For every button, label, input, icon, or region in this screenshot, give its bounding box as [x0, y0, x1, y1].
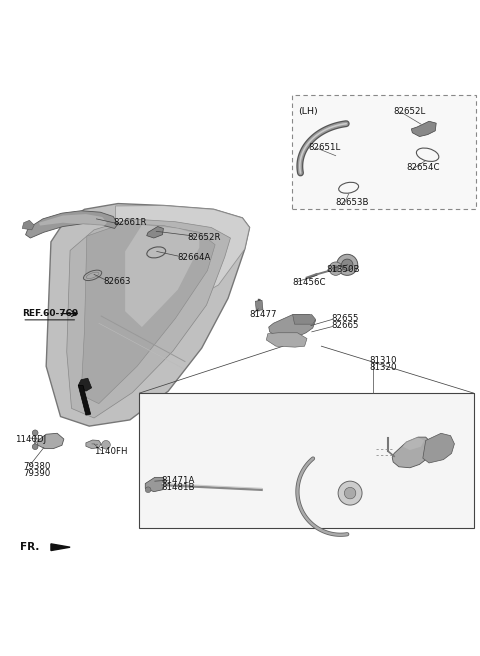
Bar: [292, 95, 476, 209]
Polygon shape: [255, 300, 263, 311]
Circle shape: [32, 444, 38, 449]
Circle shape: [336, 255, 358, 276]
Circle shape: [145, 487, 151, 493]
Polygon shape: [411, 121, 436, 136]
Polygon shape: [293, 315, 316, 324]
Polygon shape: [67, 219, 230, 418]
Text: 79380: 79380: [24, 462, 51, 471]
Circle shape: [102, 440, 110, 449]
Polygon shape: [125, 225, 199, 327]
Polygon shape: [86, 440, 101, 449]
Text: 82651L: 82651L: [308, 142, 340, 152]
Circle shape: [344, 487, 356, 499]
Polygon shape: [392, 437, 432, 468]
Circle shape: [341, 259, 353, 270]
Text: 81471A: 81471A: [161, 476, 194, 485]
Polygon shape: [116, 205, 250, 309]
Text: 81477: 81477: [250, 310, 277, 319]
Text: 82652L: 82652L: [393, 107, 425, 116]
Text: 82652R: 82652R: [187, 233, 221, 241]
Polygon shape: [25, 211, 118, 238]
Text: 81481B: 81481B: [161, 483, 194, 492]
Text: 82655: 82655: [331, 314, 359, 323]
Text: (LH): (LH): [299, 107, 318, 116]
Circle shape: [333, 266, 338, 272]
Polygon shape: [22, 220, 34, 230]
Polygon shape: [403, 437, 424, 450]
Polygon shape: [423, 434, 455, 463]
Polygon shape: [147, 226, 163, 238]
Polygon shape: [145, 478, 166, 492]
Circle shape: [329, 262, 342, 276]
Polygon shape: [266, 333, 307, 347]
Polygon shape: [36, 434, 64, 449]
Bar: [139, 393, 474, 528]
Text: FR.: FR.: [20, 543, 39, 552]
Text: 1140FH: 1140FH: [94, 447, 128, 456]
Text: 82661R: 82661R: [113, 218, 147, 227]
Circle shape: [338, 481, 362, 505]
Text: REF.60-760: REF.60-760: [22, 309, 78, 318]
Ellipse shape: [84, 270, 102, 281]
Text: 81456C: 81456C: [293, 278, 326, 287]
Text: 82654C: 82654C: [407, 163, 440, 172]
Text: 82653B: 82653B: [336, 198, 369, 207]
Text: 82663: 82663: [104, 277, 131, 285]
Circle shape: [32, 430, 38, 436]
Polygon shape: [78, 386, 91, 415]
Polygon shape: [269, 315, 316, 338]
Polygon shape: [78, 379, 92, 391]
Text: 82664A: 82664A: [178, 253, 211, 262]
Text: 79390: 79390: [24, 470, 51, 478]
Text: 1140DJ: 1140DJ: [15, 434, 46, 443]
Polygon shape: [51, 544, 70, 550]
Polygon shape: [39, 214, 107, 226]
Text: 81320: 81320: [369, 363, 397, 372]
Text: 82665: 82665: [331, 321, 359, 330]
Polygon shape: [46, 203, 250, 426]
Text: 81350B: 81350B: [326, 265, 360, 274]
Text: 81310: 81310: [369, 356, 397, 365]
Polygon shape: [81, 224, 215, 403]
